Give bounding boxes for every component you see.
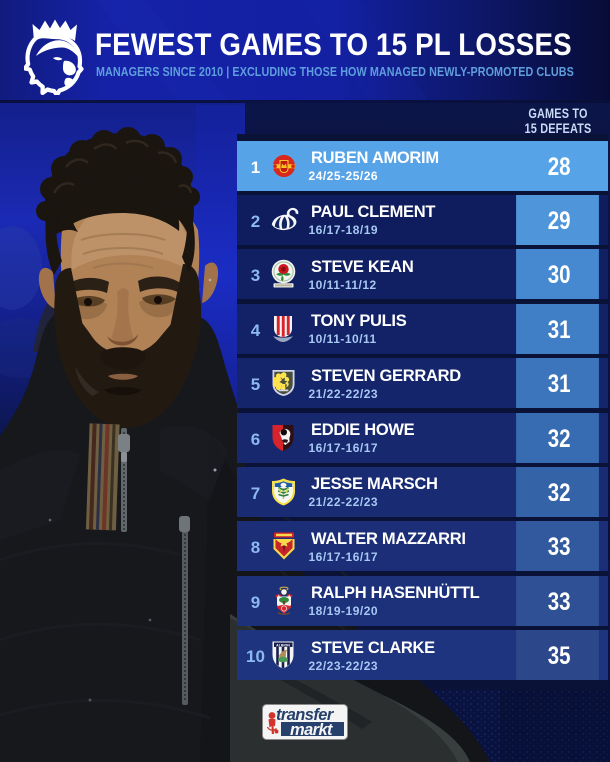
svg-text:transfer: transfer	[276, 706, 335, 724]
svg-text:ALBION: ALBION	[276, 643, 290, 647]
svg-text:markt: markt	[290, 721, 334, 739]
